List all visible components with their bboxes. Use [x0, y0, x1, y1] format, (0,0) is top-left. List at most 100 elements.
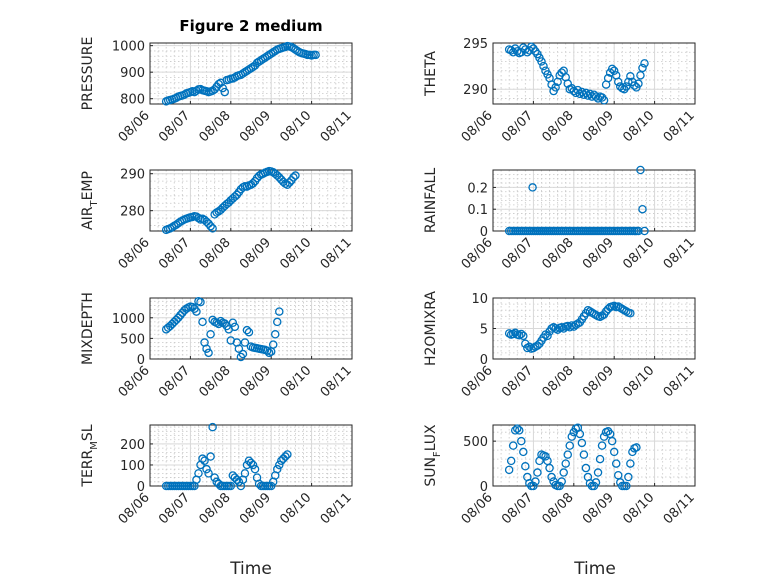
x-tick-label: 08/09: [237, 108, 274, 145]
x-tick-label: 08/06: [459, 490, 496, 527]
y-tick-label: 800: [120, 93, 145, 108]
data-point: [519, 331, 528, 341]
x-tick-label: 08/10: [277, 108, 314, 145]
data-point: [220, 319, 229, 328]
x-tick-label: 08/07: [499, 235, 536, 272]
data-point: [264, 348, 274, 358]
x-tick-label: 08/11: [318, 108, 355, 145]
x-tick-label: 08/11: [661, 235, 698, 272]
data-point: [270, 330, 280, 339]
data-point: [632, 443, 641, 452]
data-point: [626, 308, 635, 318]
data-point: [512, 424, 522, 433]
data-point: [218, 83, 227, 93]
data-point: [248, 179, 258, 188]
data-point: [541, 452, 550, 461]
data-point: [561, 459, 570, 468]
x-tick-label: 08/11: [318, 490, 355, 527]
data-point: [196, 297, 205, 307]
data-point: [234, 344, 244, 353]
data-point: [521, 462, 530, 471]
data-point: [200, 456, 209, 466]
data-point: [234, 477, 244, 487]
x-tick-label: 08/06: [116, 235, 153, 272]
data-point: [275, 307, 284, 316]
x-tick-label: 08/09: [237, 490, 274, 527]
data-point: [609, 447, 619, 457]
x-tick-label: 08/11: [318, 363, 355, 400]
data-point: [577, 438, 587, 448]
data-point: [613, 470, 623, 480]
y-tick-label: 290: [120, 168, 145, 183]
data-point: [624, 77, 633, 87]
data-point: [563, 450, 572, 459]
data-point: [226, 481, 236, 491]
x-tick-label: 08/09: [237, 235, 274, 272]
data-point: [228, 318, 238, 327]
x-tick-label: 08/09: [580, 108, 617, 145]
y-axis-label: AIRTEMP: [80, 171, 100, 230]
x-tick-label: 08/09: [237, 363, 274, 400]
x-tick-label: 08/07: [499, 108, 536, 145]
x-tick-label: 08/07: [499, 363, 536, 400]
y-tick-label: 1000: [112, 40, 145, 55]
data-point: [579, 90, 589, 100]
data-point: [208, 224, 217, 233]
data-point: [593, 94, 603, 103]
data-point: [523, 47, 532, 57]
x-tick-label: 08/11: [661, 108, 698, 145]
x-tick-label: 08/10: [620, 235, 657, 272]
data-point: [281, 452, 290, 461]
data-point: [575, 429, 585, 439]
y-tick-label: 295: [463, 37, 488, 52]
data-point: [597, 441, 607, 450]
data-point: [547, 324, 556, 333]
x-axis-label-right: Time: [573, 559, 616, 579]
data-point: [636, 71, 645, 80]
data-point: [613, 77, 623, 87]
data-point: [630, 81, 639, 90]
data-point: [238, 349, 248, 359]
axes-box: [149, 297, 353, 360]
data-point: [510, 426, 520, 435]
y-tick-label: 0: [480, 225, 488, 240]
data-point: [242, 325, 252, 335]
data-point: [575, 89, 585, 99]
data-point: [622, 82, 631, 91]
y-tick-label: 0: [480, 480, 488, 495]
y-tick-label: 900: [120, 66, 145, 81]
data-point: [508, 329, 518, 339]
x-tick-label: 08/10: [620, 363, 657, 400]
subplot-sun-flux: 0 500 08/06 08/07 08/08 08/09 08/10 08/11 SUNFLU…: [423, 423, 698, 527]
data-point: [567, 321, 577, 330]
data-point: [504, 329, 514, 338]
data-point: [289, 173, 298, 182]
data-point: [275, 460, 284, 470]
data-point: [517, 436, 526, 446]
subplot-terr-msl: 0 100 200 08/06 08/07 08/08 08/09 08/10 08/11 TER…: [80, 422, 355, 527]
data-point: [543, 456, 552, 466]
data-point: [279, 454, 288, 463]
data-point: [638, 204, 647, 214]
data-point: [533, 468, 542, 477]
x-tick-label: 08/08: [540, 235, 577, 272]
data-point: [240, 469, 250, 478]
data-point: [515, 426, 524, 435]
y-tick-label: 10: [471, 292, 488, 307]
axes-box: [149, 169, 353, 232]
x-tick-label: 08/09: [580, 235, 617, 272]
x-tick-label: 08/07: [156, 363, 193, 400]
data-point: [291, 171, 300, 180]
data-point: [210, 473, 219, 482]
x-tick-label: 08/07: [499, 490, 536, 527]
data-point: [591, 478, 601, 487]
subplot-h2omixra: 0 5 10 08/06 08/07 08/08 08/09 08/10 08/11 H2OMIX…: [423, 291, 698, 401]
y-axis-label: MIXDEPTH: [80, 292, 96, 365]
data-point: [232, 475, 242, 484]
data-point: [583, 91, 593, 100]
data-point: [607, 436, 617, 446]
data-point: [512, 47, 522, 56]
data-point: [551, 324, 560, 333]
data-point: [283, 450, 292, 459]
